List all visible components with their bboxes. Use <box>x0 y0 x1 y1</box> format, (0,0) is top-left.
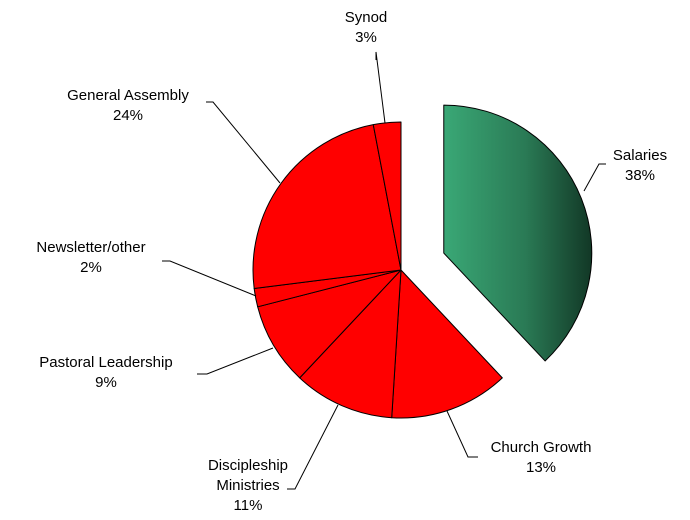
pie-slice-discipleship-ministries <box>299 269 402 419</box>
slice-label-line: 2% <box>80 259 102 276</box>
slice-label-line: Discipleship <box>208 457 288 474</box>
slice-label-line: Salaries <box>613 147 667 164</box>
leader-line-general-assembly <box>206 101 281 184</box>
leader-line-church-growth <box>446 410 478 458</box>
slice-label-salaries: Salaries 38% <box>613 147 667 184</box>
slice-label-line: Church Growth <box>491 439 592 456</box>
pie-slice-general-assembly <box>252 124 402 290</box>
leader-line-newsletter-other <box>162 260 257 297</box>
slice-label-pastoral-leadership: Pastoral Leadership 9% <box>39 354 172 391</box>
slice-label-church-growth: Church Growth 13% <box>491 439 592 476</box>
leader-line-pastoral-leadership <box>197 347 274 375</box>
pie-slice-synod <box>372 121 402 271</box>
slice-label-line: Newsletter/other <box>36 239 145 256</box>
slice-label-line: 38% <box>625 167 655 184</box>
slice-label-line: General Assembly <box>67 87 189 104</box>
leader-line-discipleship-ministries <box>287 404 339 490</box>
pie-slice-pastoral-leadership <box>257 269 402 379</box>
pie-slice-church-growth <box>391 269 503 419</box>
slice-label-line: Ministries <box>216 477 279 494</box>
slice-label-line: Synod <box>345 9 388 26</box>
slice-label-discipleship-ministries: Discipleship Ministries 11% <box>208 457 288 514</box>
leader-line-synod <box>375 51 386 124</box>
leader-lines <box>162 51 606 490</box>
slice-label-synod: Synod 3% <box>345 9 388 46</box>
slice-label-general-assembly: General Assembly 24% <box>67 87 189 124</box>
slice-label-line: Pastoral Leadership <box>39 354 172 371</box>
slice-label-line: 3% <box>355 29 377 46</box>
slice-label-line: 24% <box>113 107 143 124</box>
leader-line-salaries <box>583 163 606 192</box>
slice-label-line: 11% <box>234 497 263 514</box>
slice-label-newsletter-other: Newsletter/other 2% <box>36 239 145 276</box>
pie-slices <box>252 104 593 419</box>
slice-labels: Salaries 38% Church Growth 13% Discipleship M… <box>36 9 667 514</box>
slice-label-line: 13% <box>526 459 556 476</box>
pie-slice-salaries <box>443 104 593 362</box>
slice-label-line: 9% <box>95 374 117 391</box>
